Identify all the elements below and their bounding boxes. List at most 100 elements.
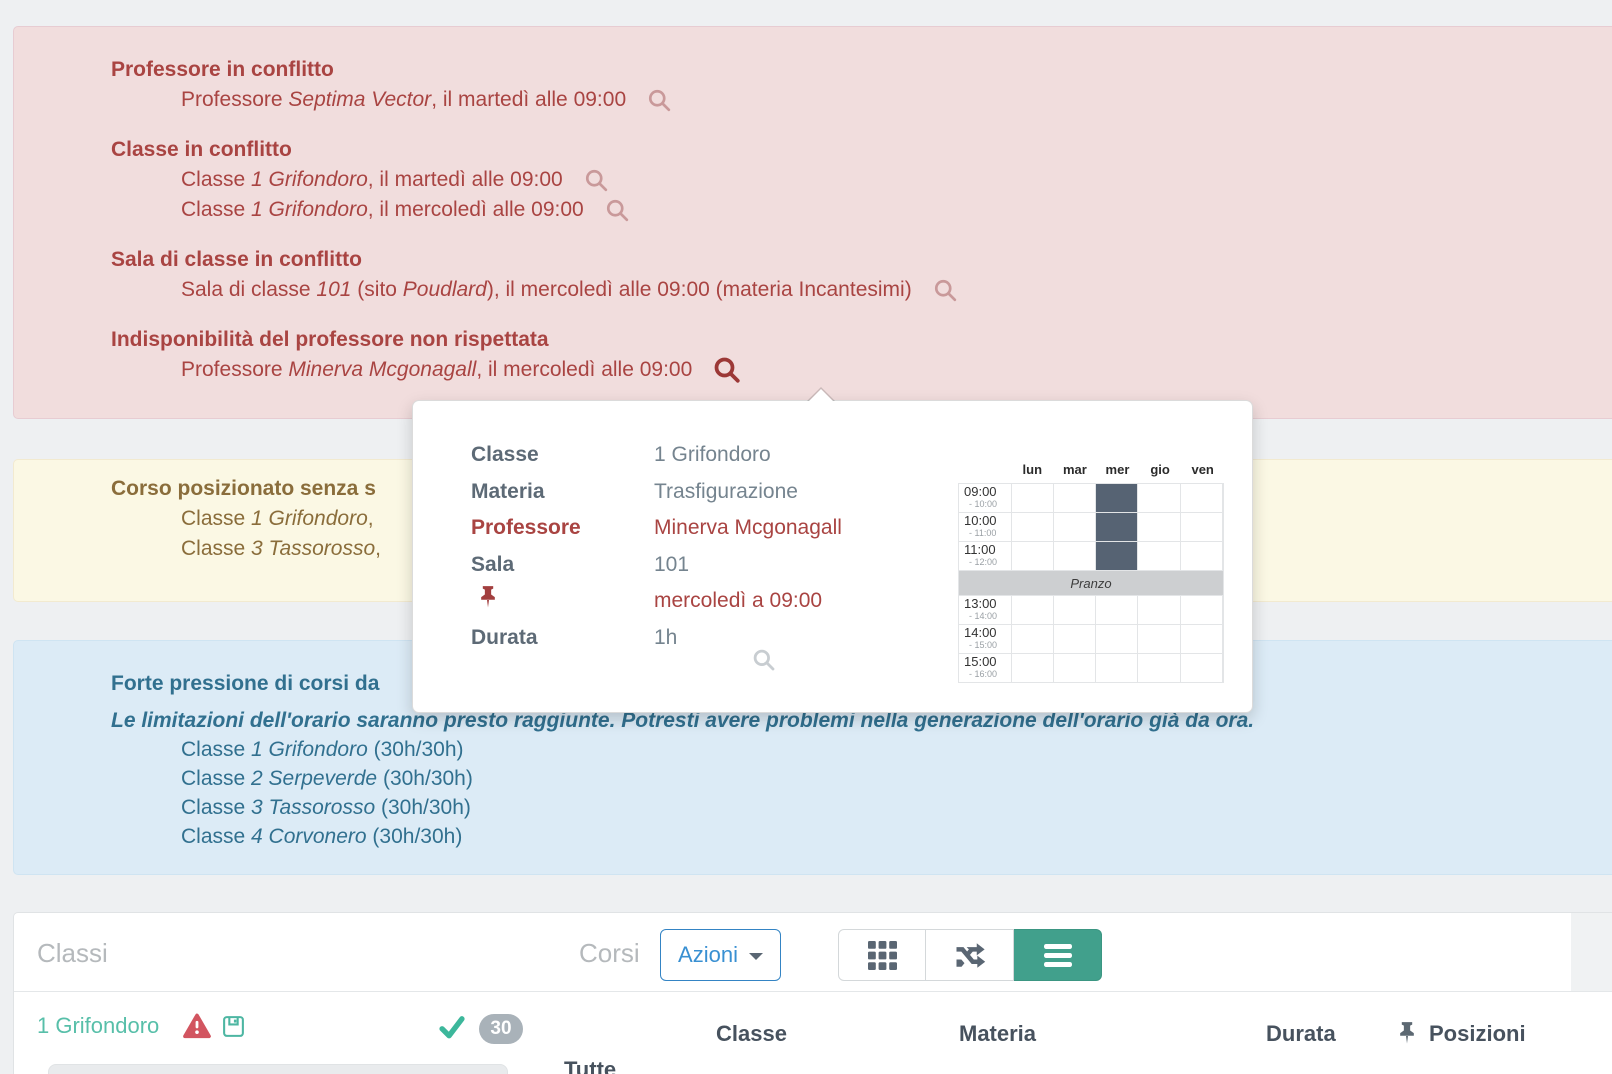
alert-item-text: Sala di classe 101 (sito Poudlard), il m… [181,278,912,301]
popover-field-value: 101 [654,552,690,576]
alert-item-text: Professore Minerva Mcgonagall, il mercol… [181,358,693,381]
alert-item: Classe 1 Grifondoro (30h/30h) [111,735,1612,764]
timetable-cell [1011,625,1054,654]
timetable-cell [1180,625,1223,654]
alert-group-title: Professore in conflitto [111,58,334,81]
alert-group-title: Forte pressione di corsi da [111,672,380,695]
timetable-day-headers: lun mar mer gio ven [958,444,1224,483]
pin-icon [477,585,499,611]
classes-panel-title: Classi [37,938,108,968]
popover-fields: Classe 1 Grifondoro Materia Trasfigurazione… [471,437,842,656]
alert-group: Professore in conflitto Professore Septim… [111,55,1612,115]
alert-item-text: Classe 1 Grifondoro, il mercoledì alle 0… [181,198,584,221]
shuffle-view-button[interactable] [926,929,1014,981]
popover-field-label [471,585,654,617]
pin-icon [1396,1021,1418,1047]
actions-dropdown-button[interactable]: Azioni [660,929,781,981]
timetable-time-label: 11:00- 12:00 [959,542,1012,571]
column-header-durata: Durata [1266,1021,1336,1046]
column-header-posizioni: Posizioni [1396,1021,1526,1047]
hours-badge: 30 [479,1014,523,1044]
timetable-time-label: 15:00- 16:00 [959,654,1012,683]
alert-item-text: Classe 1 Grifondoro, [181,507,374,530]
grid-view-button[interactable] [838,929,926,981]
timetable-cell [1180,596,1223,625]
timetable-grid: 09:00- 10:00 10:00- 11:00 11:00- 12:00 Pran… [958,483,1224,683]
alert-item: Classe 1 Grifondoro, [111,504,1612,534]
alert-item: Classe 1 Grifondoro, il martedì alle 09:… [111,165,1612,195]
alert-item: Classe 3 Tassorosso, [111,534,1612,564]
timetable-cell [1011,513,1054,542]
timetable-time-label: 09:00- 10:00 [959,484,1012,513]
timetable-day-mar: mar [1062,462,1087,477]
timetable-cell [1138,625,1181,654]
timetable-cell [1096,542,1139,571]
timetable-cell [1053,513,1097,542]
magnifier-icon[interactable] [646,87,673,114]
timetable-cell [1096,513,1139,542]
alert-item-text: Classe 1 Grifondoro, il martedì alle 09:… [181,168,563,191]
timetable-cell [1138,654,1181,683]
warning-icon[interactable] [183,1013,212,1039]
toolbar-gutter [1571,913,1612,991]
alert-item-text: Classe 4 Corvonero (30h/30h) [181,825,463,848]
magnifier-icon[interactable] [583,167,610,194]
timetable-cell [1053,542,1097,571]
timetable-row: 15:00- 16:00 [959,654,1223,683]
alert-item-text: Classe 3 Tassorosso, [181,537,381,560]
timetable-row: 13:00- 14:00 [959,596,1223,625]
alert-item: Professore Septima Vector, il martedì al… [111,85,1612,115]
timetable-cell [1138,513,1181,542]
save-icon[interactable] [221,1014,246,1039]
timetable-day-lun: lun [1022,462,1043,477]
shuffle-icon [954,942,986,969]
timetable-cell [1096,625,1139,654]
alert-group: Forte pressione di corsi da Le limitazion… [111,669,1612,851]
timetable-day-mer: mer [1105,462,1130,477]
popover-field-row: Materia Trasfigurazione [471,474,842,511]
timetable-cell [1138,542,1181,571]
list-view-button[interactable] [1014,929,1102,981]
timetable-cell [1138,596,1181,625]
alert-item: Classe 4 Corvonero (30h/30h) [111,822,1612,851]
timetable-cell [1180,654,1223,683]
alert-item: Sala di classe 101 (sito Poudlard), il m… [111,275,1612,305]
magnifier-icon[interactable] [932,277,959,304]
alert-group-title: Sala di classe in conflitto [111,248,362,271]
class-list-item[interactable]: 1 Grifondoro [37,1009,246,1043]
timetable-day-gio: gio [1150,462,1170,477]
magnifier-icon[interactable] [604,197,631,224]
timetable-cell [1053,654,1097,683]
popover-field-value: 1 Grifondoro [654,443,771,467]
popover-field-label: Durata [471,625,538,649]
alert-item-text: Classe 1 Grifondoro (30h/30h) [181,738,464,761]
popover-field-row: Professore Minerva Mcgonagall [471,510,842,547]
view-switcher [838,929,1102,981]
popover-field-row: Sala 101 [471,547,842,584]
magnifier-icon[interactable] [751,647,777,673]
popover-field-value: Trasfigurazione [654,479,798,503]
alert-group: Corso posizionato senza s Classe 1 Grifon… [111,474,1612,564]
chevron-down-icon [748,953,763,960]
popover-field-row: Classe 1 Grifondoro [471,437,842,474]
alert-item: Classe 3 Tassorosso (30h/30h) [111,793,1612,822]
alert-group-title: Indisponibilità del professore non rispe… [111,328,549,351]
timetable-row: 09:00- 10:00 [959,484,1223,513]
alert-conflicts: Professore in conflitto Professore Septim… [13,26,1612,419]
magnifier-icon[interactable] [712,355,742,385]
timetable-cell [1180,513,1223,542]
class-progress-bar [48,1064,508,1074]
alert-item: Classe 1 Grifondoro, il mercoledì alle 0… [111,195,1612,225]
alert-item-text: Professore Septima Vector, il martedì al… [181,88,627,111]
alert-group: Classe in conflitto Classe 1 Grifondoro, … [111,135,1612,225]
popover-field-label: Professore [471,516,581,540]
column-header-posizioni-label: Posizioni [1429,1021,1526,1046]
timetable-cell [1096,654,1139,683]
timetable-cell [1053,484,1097,513]
filter-all-row[interactable]: Tutte [564,1057,617,1074]
alert-group-title: Corso posizionato senza s [111,477,376,500]
popover-field-label: Materia [471,479,545,503]
panel-divider [14,991,1612,992]
list-icon [1043,943,1072,967]
timetable-cell [1011,654,1054,683]
